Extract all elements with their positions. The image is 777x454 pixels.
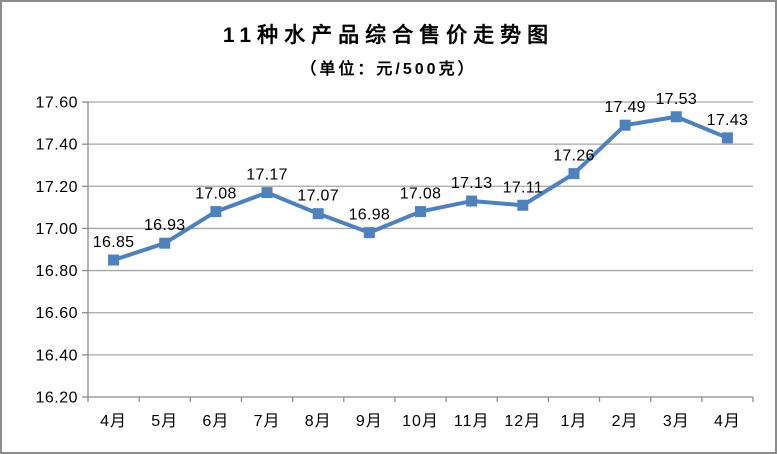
y-axis-label: 16.60 [35, 305, 78, 322]
data-point-marker [619, 119, 631, 131]
data-point-label: 17.13 [451, 175, 493, 192]
y-axis-label: 16.20 [35, 390, 78, 407]
data-point-label: 16.93 [144, 217, 186, 234]
data-point-marker [568, 168, 580, 180]
chart-subtitle: （单位：元/500克） [300, 61, 477, 78]
chart-title: 11种水产品综合售价走势图 [222, 24, 555, 47]
x-axis-label: 5月 [151, 413, 178, 430]
x-axis-label: 3月 [663, 413, 690, 430]
data-point-marker [670, 111, 682, 123]
data-point-label: 17.07 [297, 188, 339, 205]
x-axis-label: 4月 [714, 413, 741, 430]
data-point-label: 17.11 [503, 179, 543, 196]
data-point-marker [312, 208, 324, 220]
data-point-marker [108, 254, 120, 266]
x-axis-label: 10月 [402, 413, 439, 430]
x-axis-label: 9月 [356, 413, 383, 430]
data-point-label: 16.98 [349, 207, 391, 224]
y-axis-label: 17.20 [35, 179, 78, 196]
x-axis-label: 11月 [454, 413, 490, 430]
y-axis-label: 17.60 [35, 95, 78, 112]
data-point-label: 17.08 [400, 186, 442, 203]
data-point-label: 16.85 [93, 234, 135, 251]
x-axis-label: 7月 [254, 413, 281, 430]
x-axis-label: 8月 [305, 413, 332, 430]
data-point-marker [159, 237, 171, 249]
x-axis-label: 2月 [612, 413, 639, 430]
data-point-marker [721, 132, 733, 144]
data-point-marker [517, 199, 529, 211]
data-point-label: 17.49 [604, 99, 646, 116]
x-axis-label: 4月 [100, 413, 127, 430]
data-point-marker [363, 227, 375, 239]
y-axis-label: 17.40 [35, 137, 78, 154]
data-point-label: 17.26 [553, 148, 595, 165]
data-point-marker [261, 187, 273, 199]
data-point-marker [415, 206, 426, 218]
x-axis-label: 12月 [504, 413, 541, 430]
y-axis-label: 16.40 [35, 347, 78, 364]
y-axis-label: 16.80 [35, 263, 78, 280]
x-axis-label: 1月 [561, 413, 588, 430]
x-axis-label: 6月 [202, 413, 229, 430]
data-point-label: 17.08 [195, 186, 237, 203]
data-point-marker [466, 195, 478, 207]
data-point-label: 17.53 [655, 91, 697, 108]
data-point-marker [210, 206, 222, 218]
data-point-label: 17.43 [707, 112, 749, 129]
y-axis-label: 17.00 [35, 221, 78, 238]
data-point-label: 17.17 [246, 167, 288, 184]
